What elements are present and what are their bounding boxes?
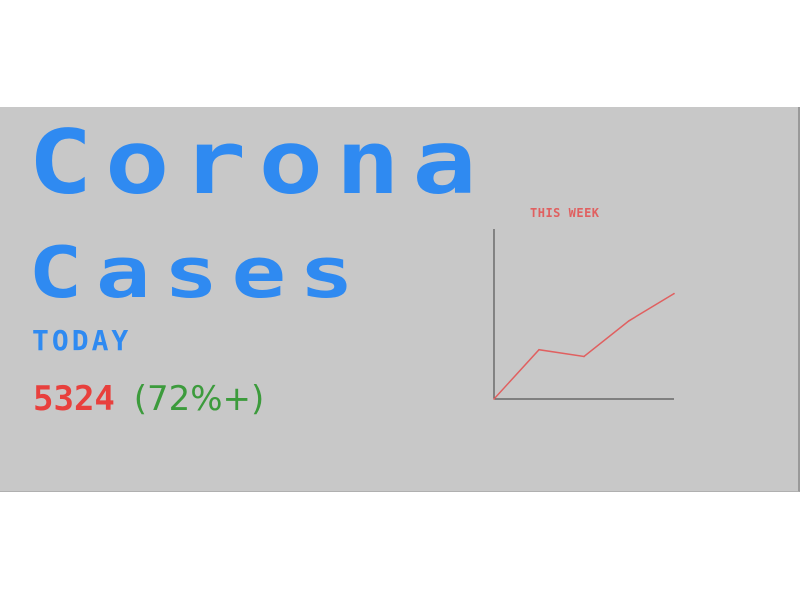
weekly-line-chart: THIS WEEK xyxy=(493,206,675,400)
series-line-0 xyxy=(493,292,675,400)
data-point xyxy=(493,398,495,400)
percent-change: (72%+) xyxy=(133,379,265,419)
data-point xyxy=(583,355,585,358)
data-point xyxy=(538,348,540,351)
title-cases: Cases xyxy=(28,232,367,314)
today-label: TODAY xyxy=(32,324,132,357)
series-group xyxy=(493,292,675,400)
chart-title: THIS WEEK xyxy=(530,206,600,220)
case-count: 5324 xyxy=(33,379,115,419)
data-point xyxy=(673,292,675,295)
data-point xyxy=(628,320,630,322)
today-stats: 5324 (72%+) xyxy=(33,379,264,419)
title-corona: Corona xyxy=(28,111,490,214)
corona-cases-card: Corona Cases TODAY 5324 (72%+) THIS WEEK xyxy=(0,107,800,492)
